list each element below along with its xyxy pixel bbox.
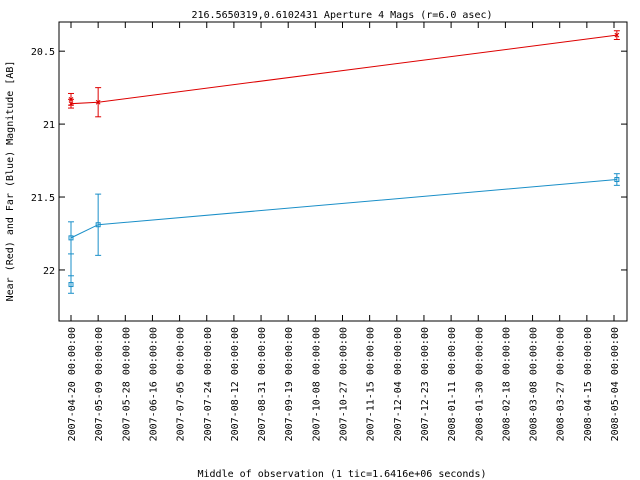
y-tick-label: 20.5 (31, 47, 55, 58)
x-tick-label: 2007-08-31 00:00:00 (257, 327, 268, 441)
series-1 (68, 30, 620, 118)
data-point (95, 222, 101, 228)
series-line (70, 179, 617, 285)
y-tick-label: 21 (43, 120, 55, 131)
x-tick-label: 2008-02-18 00:00:00 (501, 327, 512, 441)
x-tick-label: 2007-07-05 00:00:00 (176, 327, 187, 441)
x-tick-label: 2007-06-16 00:00:00 (148, 327, 159, 441)
x-axis: 2007-04-20 00:00:00 2007-05-09 00:00:00 20… (67, 22, 621, 441)
x-tick-label: 2008-01-11 00:00:00 (447, 327, 458, 441)
x-tick-label: 2007-12-04 00:00:00 (393, 327, 404, 441)
x-tick-label: 2007-08-12 00:00:00 (230, 327, 241, 441)
x-tick-label: 2007-05-28 00:00:00 (121, 327, 132, 441)
x-tick-label: 2007-10-27 00:00:00 (339, 327, 350, 441)
x-tick-label: 2007-10-08 00:00:00 (311, 327, 322, 441)
series-line (70, 34, 617, 105)
x-tick-label: 2007-12-23 00:00:00 (420, 327, 431, 441)
y-axis-label: Near (Red) and Far (Blue) Magnitude [AB] (5, 61, 16, 302)
y-tick-label: 22 (43, 266, 55, 277)
x-tick-label: 2008-03-08 00:00:00 (529, 327, 540, 441)
x-tick-label: 2008-05-04 00:00:00 (610, 327, 621, 441)
data-point (614, 177, 620, 183)
plot-frame (58, 21, 628, 322)
x-tick-label: 2007-07-24 00:00:00 (203, 327, 214, 441)
x-axis-label: Middle of observation (1 tic=1.6416e+06 … (198, 469, 487, 480)
data-point (68, 235, 74, 241)
x-tick-label: 2008-03-27 00:00:00 (556, 327, 567, 441)
x-tick-label: 2007-05-09 00:00:00 (94, 327, 105, 441)
y-tick-label: 21.5 (31, 193, 55, 204)
chart-title: 216.5650319,0.6102431 Aperture 4 Mags (r… (191, 10, 492, 21)
x-tick-label: 2007-09-19 00:00:00 (284, 327, 295, 441)
data-point (614, 32, 620, 38)
x-tick-label: 2008-04-15 00:00:00 (583, 327, 594, 441)
data-point (95, 99, 101, 105)
data-point (68, 101, 74, 107)
data-point (68, 282, 74, 288)
x-tick-label: 2007-11-15 00:00:00 (366, 327, 377, 441)
series-2 (68, 173, 620, 294)
x-tick-label: 2008-01-30 00:00:00 (474, 327, 485, 441)
series-layer (68, 30, 620, 294)
x-tick-label: 2007-04-20 00:00:00 (67, 327, 78, 441)
y-axis: 20.5 21 21.5 22 (31, 47, 627, 277)
